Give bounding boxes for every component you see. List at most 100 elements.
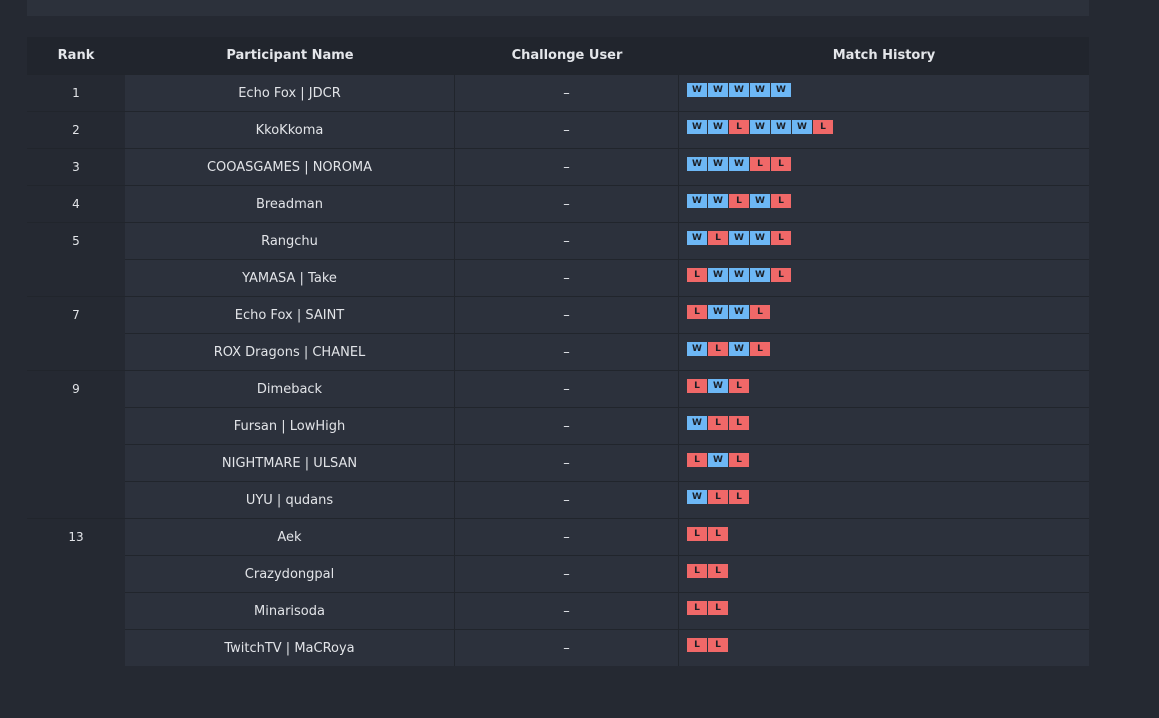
match-loss-badge[interactable]: L bbox=[729, 379, 749, 393]
match-win-badge[interactable]: W bbox=[750, 268, 770, 282]
match-loss-badge[interactable]: L bbox=[813, 120, 833, 134]
table-row: TwitchTV | MaCRoya – L L bbox=[27, 629, 1089, 666]
match-loss-badge[interactable]: L bbox=[729, 120, 749, 134]
table-body: 1 Echo Fox | JDCR – W W W W W 2 KkoKkoma – W W L W W W L 3… bbox=[27, 74, 1089, 666]
match-win-badge[interactable]: W bbox=[708, 120, 728, 134]
match-loss-badge[interactable]: L bbox=[729, 194, 749, 208]
table-row: 3 COOASGAMES | NOROMA – W W W L L bbox=[27, 148, 1089, 185]
challonge-user-cell: – bbox=[455, 518, 679, 555]
match-loss-badge[interactable]: L bbox=[771, 268, 791, 282]
match-win-badge[interactable]: W bbox=[771, 120, 791, 134]
challonge-user-cell: – bbox=[455, 296, 679, 333]
match-loss-badge[interactable]: L bbox=[729, 453, 749, 467]
participant-name-cell: Dimeback bbox=[125, 370, 455, 407]
match-loss-badge[interactable]: L bbox=[687, 453, 707, 467]
match-loss-badge[interactable]: L bbox=[687, 305, 707, 319]
match-loss-badge[interactable]: L bbox=[687, 268, 707, 282]
standings-table: Rank Participant Name Challonge User Mat… bbox=[27, 37, 1089, 666]
match-loss-badge[interactable]: L bbox=[687, 601, 707, 615]
match-loss-badge[interactable]: L bbox=[708, 416, 728, 430]
match-win-badge[interactable]: W bbox=[729, 157, 749, 171]
rank-cell: 4 bbox=[27, 185, 125, 222]
match-win-badge[interactable]: W bbox=[708, 305, 728, 319]
rank-cell bbox=[27, 481, 125, 518]
rank-cell bbox=[27, 333, 125, 370]
match-win-badge[interactable]: W bbox=[708, 268, 728, 282]
match-win-badge[interactable]: W bbox=[729, 231, 749, 245]
match-loss-badge[interactable]: L bbox=[750, 157, 770, 171]
match-win-badge[interactable]: W bbox=[729, 305, 749, 319]
participant-name-cell: Minarisoda bbox=[125, 592, 455, 629]
header-rank: Rank bbox=[57, 48, 95, 63]
match-loss-badge[interactable]: L bbox=[708, 601, 728, 615]
table-row: NIGHTMARE | ULSAN – L W L bbox=[27, 444, 1089, 481]
match-loss-badge[interactable]: L bbox=[708, 638, 728, 652]
match-loss-badge[interactable]: L bbox=[708, 342, 728, 356]
match-loss-badge[interactable]: L bbox=[771, 157, 791, 171]
match-loss-badge[interactable]: L bbox=[750, 305, 770, 319]
challonge-user-cell: – bbox=[455, 222, 679, 259]
match-win-badge[interactable]: W bbox=[708, 194, 728, 208]
challonge-user-cell: – bbox=[455, 185, 679, 222]
match-loss-badge[interactable]: L bbox=[708, 490, 728, 504]
match-win-badge[interactable]: W bbox=[687, 416, 707, 430]
match-win-badge[interactable]: W bbox=[687, 120, 707, 134]
participant-name-cell: Crazydongpal bbox=[125, 555, 455, 592]
match-win-badge[interactable]: W bbox=[687, 157, 707, 171]
table-row: ROX Dragons | CHANEL – W L W L bbox=[27, 333, 1089, 370]
table-row: YAMASA | Take – L W W W L bbox=[27, 259, 1089, 296]
match-win-badge[interactable]: W bbox=[708, 453, 728, 467]
participant-name-cell: TwitchTV | MaCRoya bbox=[125, 629, 455, 666]
match-win-badge[interactable]: W bbox=[729, 342, 749, 356]
match-loss-badge[interactable]: L bbox=[708, 231, 728, 245]
table-row: Fursan | LowHigh – W L L bbox=[27, 407, 1089, 444]
match-win-badge[interactable]: W bbox=[687, 194, 707, 208]
rank-cell bbox=[27, 592, 125, 629]
match-win-badge[interactable]: W bbox=[771, 83, 791, 97]
match-win-badge[interactable]: W bbox=[687, 231, 707, 245]
match-win-badge[interactable]: W bbox=[708, 157, 728, 171]
match-win-badge[interactable]: W bbox=[687, 490, 707, 504]
match-win-badge[interactable]: W bbox=[750, 83, 770, 97]
match-win-badge[interactable]: W bbox=[750, 120, 770, 134]
header-match-history: Match History bbox=[832, 48, 936, 63]
participant-name-cell: UYU | qudans bbox=[125, 481, 455, 518]
match-win-badge[interactable]: W bbox=[708, 83, 728, 97]
participant-name-cell: Echo Fox | SAINT bbox=[125, 296, 455, 333]
match-loss-badge[interactable]: L bbox=[729, 416, 749, 430]
table-row: UYU | qudans – W L L bbox=[27, 481, 1089, 518]
table-row: 4 Breadman – W W L W L bbox=[27, 185, 1089, 222]
match-win-badge[interactable]: W bbox=[708, 379, 728, 393]
match-loss-badge[interactable]: L bbox=[687, 527, 707, 541]
match-win-badge[interactable]: W bbox=[750, 194, 770, 208]
match-loss-badge[interactable]: L bbox=[687, 564, 707, 578]
match-win-badge[interactable]: W bbox=[729, 83, 749, 97]
match-loss-badge[interactable]: L bbox=[750, 342, 770, 356]
match-loss-badge[interactable]: L bbox=[708, 564, 728, 578]
match-loss-badge[interactable]: L bbox=[771, 231, 791, 245]
match-loss-badge[interactable]: L bbox=[729, 490, 749, 504]
match-win-badge[interactable]: W bbox=[687, 342, 707, 356]
match-win-badge[interactable]: W bbox=[729, 268, 749, 282]
match-win-badge[interactable]: W bbox=[750, 231, 770, 245]
match-loss-badge[interactable]: L bbox=[687, 379, 707, 393]
match-win-badge[interactable]: W bbox=[687, 83, 707, 97]
participant-name-cell: KkoKkoma bbox=[125, 111, 455, 148]
challonge-user-cell: – bbox=[455, 555, 679, 592]
match-loss-badge[interactable]: L bbox=[687, 638, 707, 652]
match-loss-badge[interactable]: L bbox=[771, 194, 791, 208]
match-loss-badge[interactable]: L bbox=[708, 527, 728, 541]
match-win-badge[interactable]: W bbox=[792, 120, 812, 134]
